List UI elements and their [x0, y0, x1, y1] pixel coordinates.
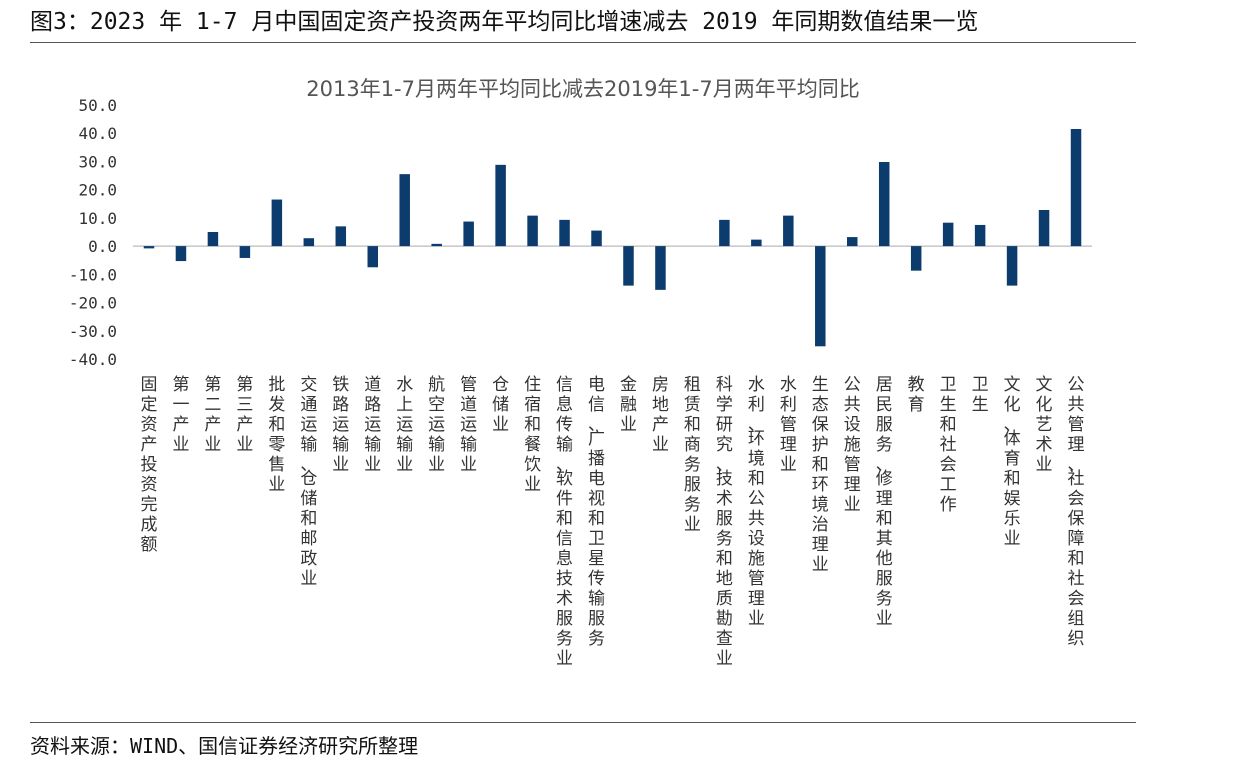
bar: [527, 215, 538, 247]
x-tick-label: 交通运输、仓储和邮政业: [300, 375, 317, 589]
bar: [783, 215, 794, 247]
bar: [1038, 209, 1050, 247]
x-tick-label: 生态保护和环境治理业: [812, 375, 829, 575]
x-tick-label: 水利、环境和公共设施管理业: [748, 375, 765, 629]
figure-title: 图3：2023 年 1-7 月中国固定资产投资两年平均同比增速减去 2019 年…: [30, 9, 979, 35]
bar: [815, 246, 826, 347]
x-tick-label: 道路运输业: [364, 375, 381, 475]
bar: [239, 246, 251, 258]
bar: [367, 246, 378, 268]
bar: [847, 237, 858, 247]
x-tick-label: 卫生: [972, 375, 989, 415]
y-tick-label: 0.0: [88, 237, 117, 256]
y-tick-label: 10.0: [78, 209, 117, 228]
bar: [591, 230, 602, 247]
x-tick-label: 公共管理、社会保障和社会组织: [1068, 375, 1085, 649]
bar: [1070, 128, 1082, 247]
y-tick-label: -40.0: [69, 350, 117, 369]
y-tick-label: 50.0: [78, 96, 117, 115]
bar: [942, 222, 954, 247]
bar: [623, 246, 634, 286]
bar: [495, 164, 506, 247]
x-tick-label: 第二产业: [204, 375, 221, 455]
source-note: 资料来源：WIND、国信证券经济研究所整理: [30, 734, 419, 758]
x-tick-label: 批发和零售业: [268, 375, 285, 495]
x-tick-label: 第一产业: [172, 375, 189, 455]
bar: [655, 246, 666, 290]
x-tick-label: 电信、广播电视和卫星传输服务: [588, 375, 605, 649]
x-tick-label: 金融业: [620, 375, 637, 435]
y-tick-label: -30.0: [69, 322, 117, 341]
x-tick-label: 水上运输业: [396, 375, 413, 475]
bars: [143, 128, 1082, 347]
bar: [335, 226, 347, 247]
x-tick-label: 仓储业: [492, 375, 509, 435]
x-tick-label: 房地产业: [652, 375, 669, 455]
x-axis-labels: 固定资产投资完成额第一产业第二产业第三产业批发和零售业交通运输、仓储和邮政业铁路…: [140, 375, 1084, 669]
x-tick-label: 信息传输、软件和信息技术服务业: [556, 375, 573, 669]
bar: [463, 221, 474, 247]
bar: [719, 219, 730, 247]
bar: [910, 246, 922, 271]
chart-title: 2013年1-7月两年平均同比减去2019年1-7月两年平均同比: [306, 77, 859, 101]
bar: [303, 238, 315, 247]
bar-chart: 2013年1-7月两年平均同比减去2019年1-7月两年平均同比 50.0 40.…: [69, 77, 1092, 669]
x-tick-label: 公共设施管理业: [844, 375, 861, 515]
x-tick-label: 航空运输业: [428, 375, 445, 475]
x-tick-label: 教育: [908, 375, 925, 415]
bar: [878, 162, 890, 247]
bar: [1006, 246, 1018, 286]
bar: [207, 232, 219, 247]
bar: [559, 219, 570, 247]
x-tick-label: 居民服务、修理和其他服务业: [876, 375, 893, 629]
bottom-rule: [30, 722, 1136, 723]
bar: [974, 224, 986, 247]
x-tick-label: 文化、体育和娱乐业: [1004, 375, 1021, 549]
bar: [431, 243, 442, 247]
x-tick-label: 管道运输业: [460, 375, 477, 475]
y-axis-ticks: 50.0 40.0 30.0 20.0 10.0 0.0 -10.0 -20.0 -30.0 -4…: [69, 96, 117, 369]
y-tick-label: 30.0: [78, 152, 117, 171]
x-tick-label: 水利管理业: [780, 375, 797, 475]
y-tick-label: -10.0: [69, 265, 117, 284]
y-tick-label: -20.0: [69, 294, 117, 313]
bar: [399, 174, 410, 247]
top-rule: [30, 42, 1136, 43]
x-tick-label: 租赁和商务服务业: [684, 375, 701, 535]
x-tick-label: 文化艺术业: [1036, 375, 1053, 475]
bar: [143, 246, 155, 249]
y-tick-label: 40.0: [78, 124, 117, 143]
x-tick-label: 第三产业: [236, 375, 253, 455]
x-tick-label: 固定资产投资完成额: [140, 375, 157, 555]
x-tick-label: 住宿和餐饮业: [524, 375, 541, 495]
x-tick-label: 铁路运输业: [332, 375, 349, 475]
x-tick-label: 卫生和社会工作: [940, 375, 957, 515]
bar: [751, 239, 762, 247]
bar: [175, 246, 187, 262]
y-tick-label: 20.0: [78, 181, 117, 200]
bar: [271, 199, 283, 247]
x-tick-label: 科学研究、技术服务和地质勘查业: [716, 375, 733, 669]
